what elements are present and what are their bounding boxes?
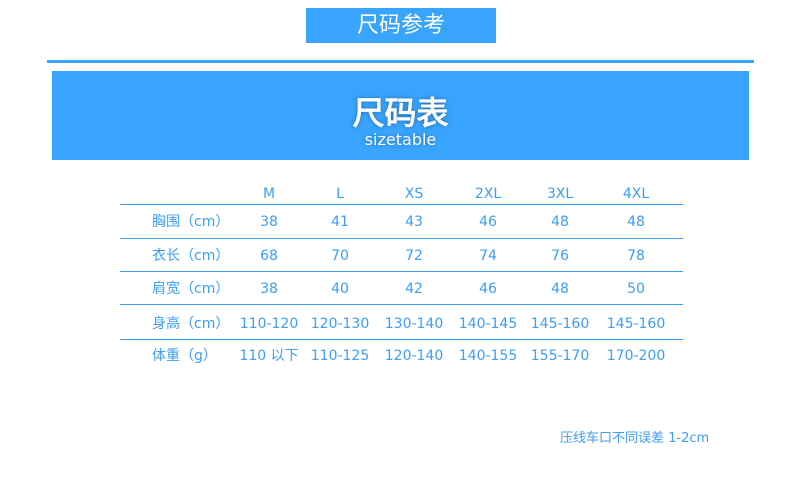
table-cell: 70 bbox=[331, 248, 349, 264]
banner-title: 尺码表 bbox=[352, 94, 449, 132]
table-cell: 48 bbox=[551, 281, 569, 297]
table-cell: 145-160 bbox=[606, 316, 666, 332]
row-divider bbox=[120, 238, 683, 239]
row-label: 肩宽（cm） bbox=[152, 281, 230, 297]
table-cell: 48 bbox=[627, 214, 645, 230]
table-cell: 110-125 bbox=[310, 348, 370, 364]
row-label: 胸围（cm） bbox=[152, 214, 230, 230]
table-cell: 78 bbox=[627, 248, 645, 264]
row-divider bbox=[120, 339, 683, 340]
row-divider bbox=[120, 271, 683, 272]
table-cell: 145-160 bbox=[530, 316, 590, 332]
table-cell: 46 bbox=[479, 281, 497, 297]
column-header: M bbox=[262, 186, 276, 202]
column-header: 2XL bbox=[474, 186, 502, 202]
column-header: XS bbox=[404, 186, 424, 202]
table-cell: 38 bbox=[260, 281, 278, 297]
column-header: 4XL bbox=[622, 186, 650, 202]
table-cell: 72 bbox=[405, 248, 423, 264]
table-cell: 155-170 bbox=[530, 348, 590, 364]
table-cell: 170-200 bbox=[606, 348, 666, 364]
row-divider bbox=[120, 204, 683, 205]
table-cell: 46 bbox=[479, 214, 497, 230]
tolerance-note: 压线车口不同误差 1-2cm bbox=[560, 431, 710, 446]
table-cell: 68 bbox=[260, 248, 278, 264]
table-cell: 74 bbox=[479, 248, 497, 264]
table-cell: 120-140 bbox=[384, 348, 444, 364]
table-cell: 130-140 bbox=[384, 316, 444, 332]
size-reference-tag: 尺码参考 bbox=[306, 8, 496, 43]
row-divider bbox=[120, 304, 683, 305]
table-cell: 40 bbox=[331, 281, 349, 297]
table-cell: 48 bbox=[551, 214, 569, 230]
table-cell: 120-130 bbox=[310, 316, 370, 332]
table-cell: 42 bbox=[405, 281, 423, 297]
table-cell: 50 bbox=[627, 281, 645, 297]
column-header: L bbox=[336, 186, 344, 202]
row-label: 身高（cm） bbox=[152, 316, 230, 332]
table-cell: 43 bbox=[405, 214, 423, 230]
row-label: 体重（g） bbox=[152, 348, 217, 364]
table-cell: 41 bbox=[331, 214, 349, 230]
table-cell: 76 bbox=[551, 248, 569, 264]
table-cell: 140-155 bbox=[458, 348, 518, 364]
divider bbox=[47, 60, 754, 63]
row-label: 衣长（cm） bbox=[152, 248, 230, 264]
size-table-banner: 尺码表 sizetable bbox=[52, 71, 749, 160]
banner-subtitle: sizetable bbox=[364, 130, 437, 149]
table-cell: 140-145 bbox=[458, 316, 518, 332]
table-cell: 110 以下 bbox=[239, 348, 299, 364]
column-header: 3XL bbox=[546, 186, 574, 202]
table-cell: 110-120 bbox=[239, 316, 299, 332]
table-cell: 38 bbox=[260, 214, 278, 230]
